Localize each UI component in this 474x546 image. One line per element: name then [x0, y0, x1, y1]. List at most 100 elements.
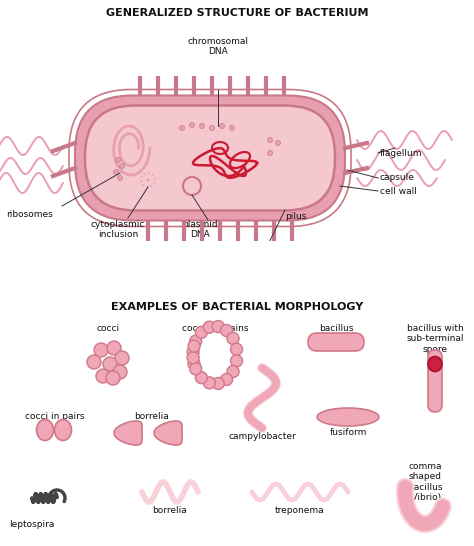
- Circle shape: [45, 493, 48, 497]
- Circle shape: [52, 498, 56, 502]
- Circle shape: [229, 126, 235, 130]
- Circle shape: [38, 496, 41, 499]
- Circle shape: [55, 494, 58, 497]
- Circle shape: [61, 490, 64, 494]
- Circle shape: [39, 492, 43, 496]
- Circle shape: [33, 494, 36, 498]
- Circle shape: [33, 497, 36, 501]
- Circle shape: [42, 498, 46, 502]
- Circle shape: [40, 495, 44, 498]
- Circle shape: [103, 357, 117, 371]
- Circle shape: [36, 500, 40, 504]
- Circle shape: [34, 492, 38, 496]
- Circle shape: [54, 493, 57, 497]
- Circle shape: [45, 495, 48, 498]
- Text: flagellum: flagellum: [380, 149, 422, 157]
- Circle shape: [46, 497, 49, 501]
- Circle shape: [32, 500, 35, 504]
- Circle shape: [190, 122, 194, 128]
- Circle shape: [36, 500, 40, 503]
- Circle shape: [113, 365, 127, 379]
- Text: cocci in pairs: cocci in pairs: [25, 412, 85, 421]
- Circle shape: [34, 492, 37, 496]
- Circle shape: [32, 498, 36, 502]
- Circle shape: [187, 346, 199, 358]
- Text: cytoplasmic
inclusion: cytoplasmic inclusion: [91, 220, 145, 239]
- Circle shape: [44, 492, 48, 496]
- Ellipse shape: [428, 357, 442, 371]
- Circle shape: [33, 494, 37, 497]
- Circle shape: [43, 496, 46, 500]
- Circle shape: [48, 495, 52, 498]
- Circle shape: [39, 492, 43, 496]
- Circle shape: [267, 151, 273, 156]
- Circle shape: [203, 377, 215, 389]
- Circle shape: [227, 333, 239, 345]
- Circle shape: [32, 500, 36, 503]
- Circle shape: [212, 377, 224, 389]
- Circle shape: [49, 492, 53, 496]
- Circle shape: [47, 494, 51, 498]
- Circle shape: [47, 496, 51, 500]
- Circle shape: [53, 494, 57, 498]
- Circle shape: [36, 500, 40, 504]
- Circle shape: [36, 500, 40, 504]
- Circle shape: [55, 494, 58, 497]
- Circle shape: [37, 498, 41, 502]
- Circle shape: [227, 365, 239, 377]
- Circle shape: [119, 163, 125, 169]
- Circle shape: [45, 494, 48, 497]
- Circle shape: [52, 500, 55, 503]
- Circle shape: [31, 499, 35, 503]
- Circle shape: [34, 492, 37, 496]
- Circle shape: [36, 500, 40, 503]
- Circle shape: [37, 500, 41, 503]
- Circle shape: [107, 341, 121, 355]
- Circle shape: [54, 492, 57, 496]
- Circle shape: [31, 498, 34, 502]
- Circle shape: [47, 498, 51, 502]
- Circle shape: [49, 491, 53, 494]
- Text: leptospira: leptospira: [9, 520, 55, 529]
- Circle shape: [55, 495, 59, 498]
- Circle shape: [41, 500, 45, 503]
- Circle shape: [35, 495, 38, 498]
- Circle shape: [47, 500, 51, 503]
- Circle shape: [38, 492, 42, 496]
- Circle shape: [52, 499, 56, 502]
- Circle shape: [31, 500, 35, 504]
- Circle shape: [37, 497, 41, 501]
- Circle shape: [190, 363, 201, 375]
- Circle shape: [36, 500, 40, 503]
- Circle shape: [45, 495, 48, 498]
- Circle shape: [38, 494, 42, 497]
- Circle shape: [51, 500, 55, 503]
- Circle shape: [40, 494, 43, 497]
- Circle shape: [40, 497, 44, 501]
- Circle shape: [53, 497, 56, 501]
- Circle shape: [49, 492, 53, 496]
- Circle shape: [219, 123, 225, 128]
- Circle shape: [42, 500, 46, 503]
- Circle shape: [118, 175, 122, 181]
- Circle shape: [212, 321, 224, 333]
- Circle shape: [195, 327, 208, 339]
- Circle shape: [46, 500, 50, 503]
- Circle shape: [55, 495, 58, 498]
- Circle shape: [63, 496, 67, 499]
- Circle shape: [33, 496, 36, 499]
- Circle shape: [50, 494, 53, 497]
- Text: pilus: pilus: [285, 212, 306, 221]
- Circle shape: [38, 496, 41, 500]
- Circle shape: [31, 500, 35, 504]
- Circle shape: [34, 492, 37, 496]
- Circle shape: [39, 493, 43, 497]
- Text: borrelia: borrelia: [135, 412, 169, 421]
- Circle shape: [54, 492, 57, 496]
- Circle shape: [39, 492, 43, 496]
- Circle shape: [51, 500, 55, 503]
- Circle shape: [49, 493, 53, 497]
- Circle shape: [230, 343, 243, 355]
- Circle shape: [55, 496, 59, 500]
- Circle shape: [203, 321, 215, 333]
